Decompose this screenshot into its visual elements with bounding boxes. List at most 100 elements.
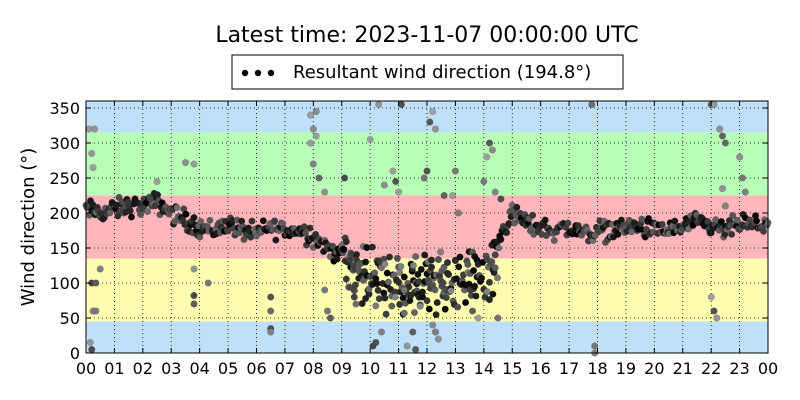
data-point bbox=[326, 314, 334, 322]
data-point bbox=[259, 217, 267, 225]
data-point bbox=[414, 270, 422, 278]
data-point bbox=[403, 342, 411, 350]
data-point bbox=[733, 216, 741, 224]
data-point bbox=[342, 275, 350, 283]
data-point bbox=[550, 237, 558, 245]
x-tick-label: 02 bbox=[133, 359, 153, 378]
data-point bbox=[455, 263, 463, 271]
data-point bbox=[224, 227, 232, 235]
data-point bbox=[412, 253, 420, 261]
data-point bbox=[391, 293, 399, 301]
data-point bbox=[329, 242, 337, 250]
y-axis-label: Wind direction (°) bbox=[18, 148, 39, 307]
data-point bbox=[488, 146, 496, 154]
data-point bbox=[321, 188, 329, 196]
data-point bbox=[346, 283, 354, 291]
data-point bbox=[397, 263, 405, 271]
data-point bbox=[372, 339, 380, 347]
x-tick-label: 04 bbox=[189, 359, 209, 378]
x-tick-label: 20 bbox=[644, 359, 664, 378]
data-point bbox=[449, 191, 457, 199]
data-point bbox=[497, 235, 505, 243]
x-tick-label: 21 bbox=[673, 359, 693, 378]
data-point bbox=[372, 302, 380, 310]
data-point bbox=[126, 207, 134, 215]
data-point bbox=[541, 216, 549, 224]
data-point bbox=[444, 259, 452, 267]
data-point bbox=[445, 271, 453, 279]
data-point bbox=[423, 297, 431, 305]
data-point bbox=[341, 174, 349, 182]
data-point bbox=[454, 303, 462, 311]
data-point bbox=[395, 188, 403, 196]
data-point bbox=[88, 149, 96, 157]
x-tick-label: 23 bbox=[729, 359, 749, 378]
data-point bbox=[380, 181, 388, 189]
data-points bbox=[82, 100, 772, 357]
data-point bbox=[312, 230, 320, 238]
data-point bbox=[429, 321, 437, 329]
data-point bbox=[409, 328, 417, 336]
data-point bbox=[421, 251, 429, 259]
x-tick-label: 10 bbox=[360, 359, 380, 378]
x-tick-label: 16 bbox=[530, 359, 550, 378]
data-point bbox=[440, 263, 448, 271]
data-point bbox=[431, 286, 439, 294]
data-point bbox=[96, 265, 104, 273]
data-point bbox=[483, 288, 491, 296]
data-point bbox=[645, 214, 653, 222]
data-point bbox=[738, 174, 746, 182]
data-point bbox=[350, 293, 358, 301]
data-point bbox=[312, 107, 320, 115]
data-point bbox=[88, 346, 96, 354]
data-point bbox=[588, 100, 596, 108]
data-point bbox=[267, 328, 275, 336]
data-point bbox=[90, 125, 98, 133]
data-point bbox=[324, 307, 332, 315]
x-tick-label: 00 bbox=[758, 359, 778, 378]
data-point bbox=[411, 309, 419, 317]
data-point bbox=[432, 125, 440, 133]
chart-title: Latest time: 2023-11-07 00:00:00 UTC bbox=[215, 23, 638, 48]
x-tick-label: 07 bbox=[275, 359, 295, 378]
data-point bbox=[307, 139, 315, 147]
data-point bbox=[564, 219, 572, 227]
data-point bbox=[713, 314, 721, 322]
data-point bbox=[741, 188, 749, 196]
x-tick-label: 01 bbox=[104, 359, 124, 378]
x-tick-label: 03 bbox=[161, 359, 181, 378]
legend-marker-dot bbox=[241, 69, 249, 77]
data-point bbox=[248, 217, 256, 225]
data-point bbox=[728, 230, 736, 238]
data-point bbox=[451, 167, 459, 175]
data-point bbox=[440, 191, 448, 199]
data-point bbox=[267, 293, 275, 301]
x-tick-label: 11 bbox=[388, 359, 408, 378]
data-point bbox=[495, 244, 503, 252]
data-point bbox=[395, 278, 403, 286]
data-point bbox=[638, 215, 646, 223]
data-point bbox=[315, 174, 323, 182]
data-point bbox=[432, 328, 440, 336]
data-point bbox=[362, 258, 370, 266]
data-point bbox=[417, 265, 425, 273]
data-point bbox=[182, 210, 190, 218]
data-point bbox=[721, 202, 729, 210]
data-point bbox=[86, 339, 94, 347]
data-point bbox=[736, 153, 744, 161]
data-point bbox=[190, 214, 198, 222]
data-point bbox=[342, 238, 350, 246]
data-point bbox=[400, 286, 408, 294]
x-tick-label: 14 bbox=[474, 359, 494, 378]
data-point bbox=[127, 213, 135, 221]
data-point bbox=[89, 163, 97, 171]
data-point bbox=[729, 212, 737, 220]
data-point bbox=[416, 302, 424, 310]
data-point bbox=[381, 260, 389, 268]
data-point bbox=[471, 282, 479, 290]
data-point bbox=[190, 292, 198, 300]
data-point bbox=[306, 224, 314, 232]
data-point bbox=[710, 100, 718, 108]
data-point bbox=[300, 223, 308, 231]
data-point bbox=[437, 248, 445, 256]
